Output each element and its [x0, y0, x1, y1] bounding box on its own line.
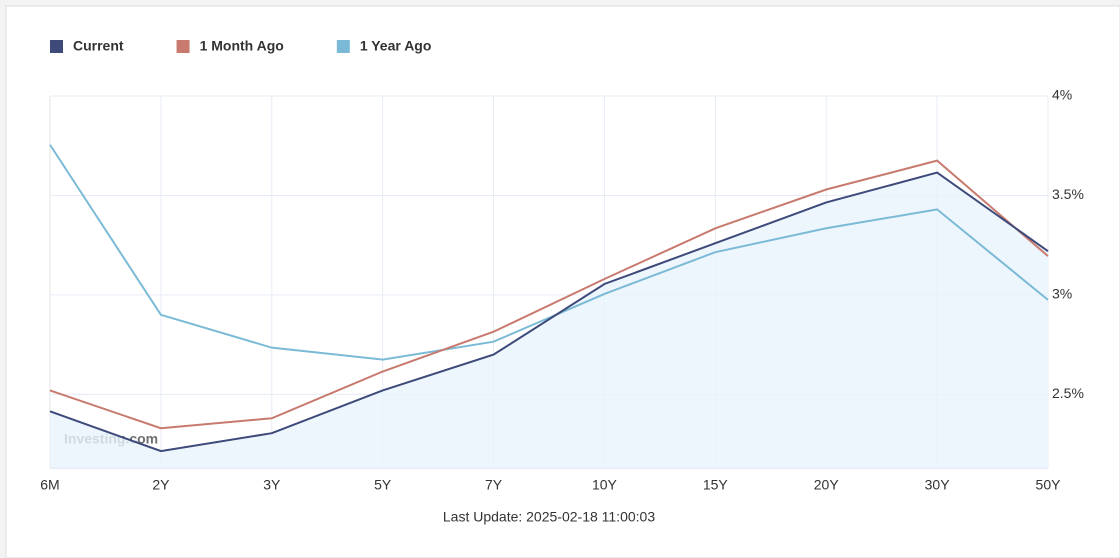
line	[49, 171, 1049, 453]
y-tick-label: 4%	[1052, 87, 1072, 103]
legend-label: 1 Year Ago	[360, 38, 432, 54]
x-tick-label: 15Y	[703, 477, 729, 493]
y-tick-label: 2.5%	[1052, 385, 1084, 401]
x-tick-label: 10Y	[592, 477, 618, 493]
legend-label: Current	[73, 38, 124, 54]
x-tick-label: 6M	[40, 477, 59, 493]
legend-swatch	[336, 40, 350, 53]
x-tick-label: 20Y	[814, 477, 840, 493]
footer: Last Update: 2025-02-18 11:00:03	[443, 509, 655, 525]
x-tick-label: 2Y	[152, 477, 170, 493]
line	[49, 144, 1049, 361]
x-tick-label: 5Y	[374, 477, 392, 493]
x-tick-label: 50Y	[1036, 477, 1062, 493]
x-tick-label: 30Y	[925, 477, 951, 493]
legend-swatch	[50, 40, 63, 53]
y-tick-label: 3%	[1052, 286, 1072, 302]
y-tick-label: 3.5%	[1052, 186, 1084, 202]
legend-label: 1 Month Ago	[200, 38, 284, 54]
line	[49, 159, 1049, 430]
x-tick-label: 3Y	[263, 477, 281, 493]
legend-swatch	[176, 40, 190, 53]
x-tick-label: 7Y	[485, 477, 503, 493]
